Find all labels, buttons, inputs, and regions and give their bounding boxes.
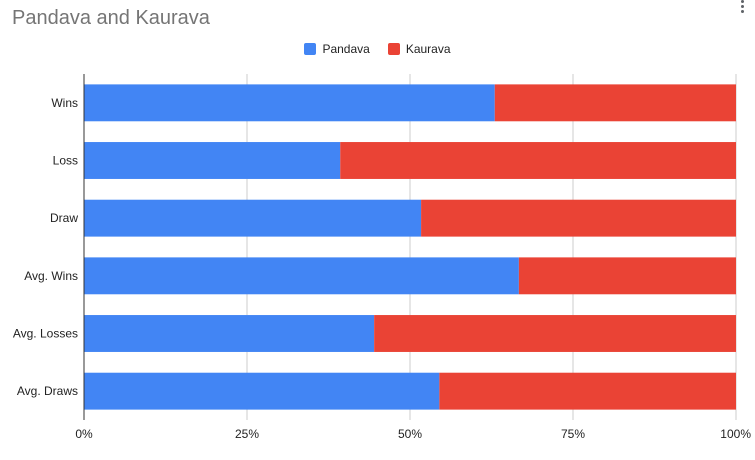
category-label-draw: Draw	[50, 211, 78, 225]
x-tick-label-4: 100%	[720, 427, 751, 441]
legend-swatch-pandava	[304, 43, 317, 55]
more-options-icon[interactable]	[737, 0, 747, 14]
x-tick-label-3: 75%	[561, 427, 585, 441]
bar-pandava-wins[interactable]	[84, 84, 495, 122]
category-label-avg-wins: Avg. Wins	[24, 269, 78, 283]
legend-item-pandava[interactable]: Pandava	[304, 42, 370, 56]
bar-pandava-avg-draws[interactable]	[84, 372, 440, 410]
bar-kaurava-loss[interactable]	[340, 142, 736, 179]
bar-kaurava-avg-losses[interactable]	[374, 315, 736, 352]
bar-pandava-draw[interactable]	[84, 199, 422, 237]
legend-swatch-kaurava	[387, 43, 400, 55]
legend-label-pandava: Pandava	[322, 42, 370, 56]
legend: Pandava Kaurava	[0, 42, 755, 56]
x-tick-label-2: 50%	[398, 427, 422, 441]
category-label-loss: Loss	[53, 154, 78, 168]
legend-label-kaurava: Kaurava	[405, 42, 451, 56]
category-label-wins: Wins	[51, 96, 78, 110]
bar-kaurava-avg-wins[interactable]	[518, 257, 736, 295]
category-label-avg-draws: Avg. Draws	[17, 384, 78, 398]
bar-kaurava-wins[interactable]	[494, 84, 736, 122]
bar-pandava-loss[interactable]	[84, 142, 341, 179]
category-label-avg-losses: Avg. Losses	[13, 327, 78, 341]
bar-pandava-avg-wins[interactable]	[84, 257, 519, 295]
x-tick-label-1: 25%	[235, 427, 259, 441]
chart-title: Pandava and Kaurava	[12, 7, 210, 29]
bar-pandava-avg-losses[interactable]	[84, 315, 375, 352]
bar-kaurava-draw[interactable]	[421, 199, 736, 237]
x-tick-label-0: 0%	[75, 427, 93, 441]
legend-item-kaurava[interactable]: Kaurava	[387, 42, 451, 56]
bar-kaurava-avg-draws[interactable]	[439, 372, 736, 410]
